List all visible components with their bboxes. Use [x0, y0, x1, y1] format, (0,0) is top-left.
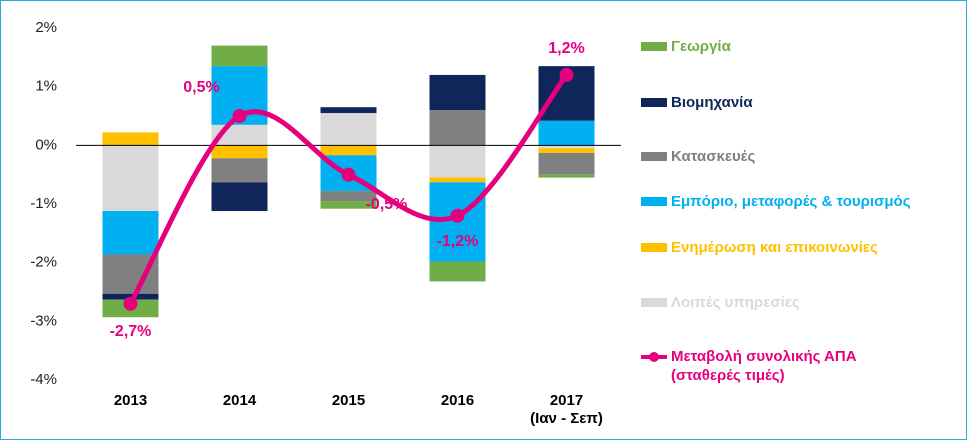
- bar-segment: [320, 107, 377, 114]
- bar-segment: [429, 110, 486, 146]
- bar-segment: [102, 145, 159, 212]
- legend-label: Κατασκευές: [671, 148, 756, 165]
- bar-segment: [211, 158, 268, 183]
- bar-segment: [320, 201, 377, 209]
- bar-segment: [538, 152, 595, 175]
- x-tick-label: 2017 (Ιαν - Σεπ): [530, 392, 603, 427]
- bar-segment: [538, 120, 595, 146]
- legend-dot: [649, 352, 659, 362]
- data-label: -1,2%: [437, 233, 479, 250]
- bar-segment: [429, 145, 486, 178]
- line-marker: [341, 167, 356, 182]
- bar-segment: [429, 74, 486, 111]
- y-tick-label: -2%: [30, 254, 57, 271]
- bar-segment: [102, 293, 159, 300]
- bar-segment: [538, 174, 595, 178]
- legend-item: Ενημέρωση και επικοινωνίες: [641, 238, 878, 257]
- legend-label: Λοιπές υπηρεσίες: [671, 294, 800, 311]
- line-marker: [232, 109, 247, 123]
- bar-segment: [429, 177, 486, 183]
- y-tick-label: 1%: [35, 78, 57, 95]
- legend-swatch: [641, 243, 667, 252]
- y-tick-label: -1%: [30, 195, 57, 212]
- y-tick-label: 2%: [35, 19, 57, 36]
- bar-segment: [102, 132, 159, 146]
- y-tick-label: -3%: [30, 312, 57, 329]
- legend-item: Εμπόριο, μεταφορές & τουρισμός: [641, 192, 911, 211]
- legend-label: Εμπόριο, μεταφορές & τουρισμός: [671, 193, 911, 210]
- data-label: -0,5%: [366, 196, 408, 213]
- legend-label: Γεωργία: [671, 38, 731, 55]
- data-label: 0,5%: [183, 79, 219, 96]
- bar-segment: [538, 148, 595, 153]
- legend-label: Βιομηχανία: [671, 94, 753, 111]
- y-tick-label: -4%: [30, 371, 57, 388]
- legend-swatch: [641, 197, 667, 206]
- bar-segment: [429, 261, 486, 282]
- data-label: -2,7%: [110, 323, 152, 340]
- legend-label: Ενημέρωση και επικοινωνίες: [671, 239, 878, 256]
- legend-item: Γεωργία: [641, 37, 731, 56]
- bar-segment: [320, 145, 377, 156]
- bar-segment: [538, 145, 595, 149]
- legend-label: Μεταβολή συνολικής ΑΠΑ (σταθερές τιμές): [671, 348, 857, 384]
- line-marker: [123, 296, 138, 311]
- x-tick-label: 2015: [331, 392, 366, 409]
- line-marker: [450, 208, 465, 223]
- legend-swatch: [641, 298, 667, 307]
- bar-segment: [211, 182, 268, 212]
- legend-swatch: [641, 42, 667, 51]
- bar-segment: [211, 45, 268, 67]
- bar-segment: [102, 211, 159, 255]
- legend-item: Λοιπές υπηρεσίες: [641, 293, 800, 312]
- x-tick-label: 2013: [113, 392, 148, 409]
- data-label: 1,2%: [548, 40, 584, 57]
- y-tick-label: 0%: [35, 136, 57, 153]
- x-tick-label: 2014: [222, 392, 257, 409]
- legend-item: Βιομηχανία: [641, 93, 753, 112]
- bar-segment: [320, 191, 377, 202]
- x-tick-label: 2016: [440, 392, 475, 409]
- legend-item: Κατασκευές: [641, 147, 755, 166]
- bar-segment: [211, 145, 268, 159]
- legend-swatch: [641, 98, 667, 107]
- line-marker: [559, 67, 574, 82]
- bar-segment: [320, 113, 377, 146]
- legend-item: Μεταβολή συνολικής ΑΠΑ (σταθερές τιμές): [641, 347, 857, 385]
- legend-swatch: [641, 152, 667, 161]
- legend-swatch: [641, 352, 667, 362]
